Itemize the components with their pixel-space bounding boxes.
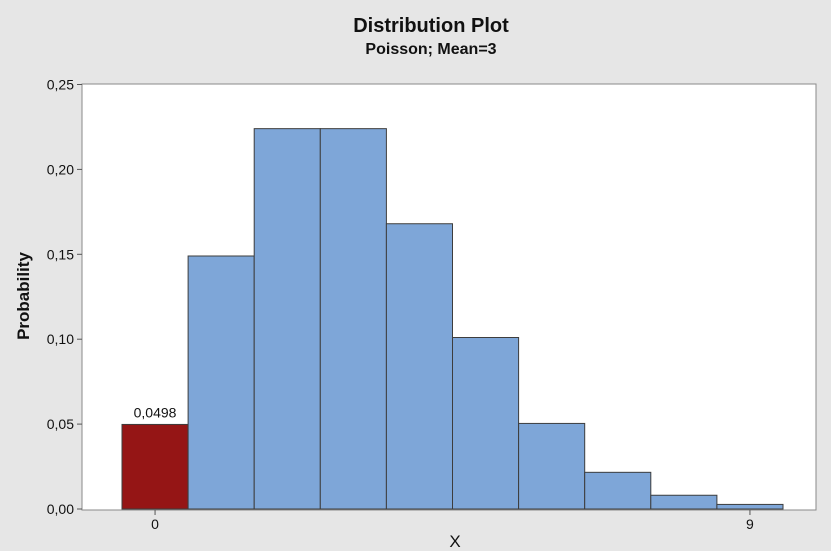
y-tick-label: 0,00 [47,501,74,517]
chart-title: Distribution Plot [353,15,509,37]
y-tick-label: 0,10 [47,331,74,347]
bar [518,422,586,510]
bar [319,128,387,510]
bar [584,471,652,510]
y-axis-label: Probability [14,252,33,340]
bar [650,494,718,510]
data-labels: 0,0498 [134,404,177,420]
x-tick-label: 0 [151,516,159,532]
bar [187,255,255,510]
y-axis: 0,00 0,05 0,10 0,15 0,20 0,25 [47,77,82,517]
y-tick-label: 0,05 [47,416,74,432]
bar [253,128,321,510]
bar [452,337,520,510]
bar [385,223,453,510]
x-axis-label: X [449,532,460,551]
y-tick-label: 0,15 [47,246,74,262]
bars [121,128,784,510]
chart-subtitle: Poisson; Mean=3 [365,41,496,58]
x-tick-label: 9 [746,516,754,532]
y-tick-label: 0,25 [47,77,74,93]
y-tick-label: 0,20 [47,161,74,177]
bar-data-label: 0,0498 [134,404,177,420]
bar [716,503,784,510]
bar-highlighted [121,423,189,510]
